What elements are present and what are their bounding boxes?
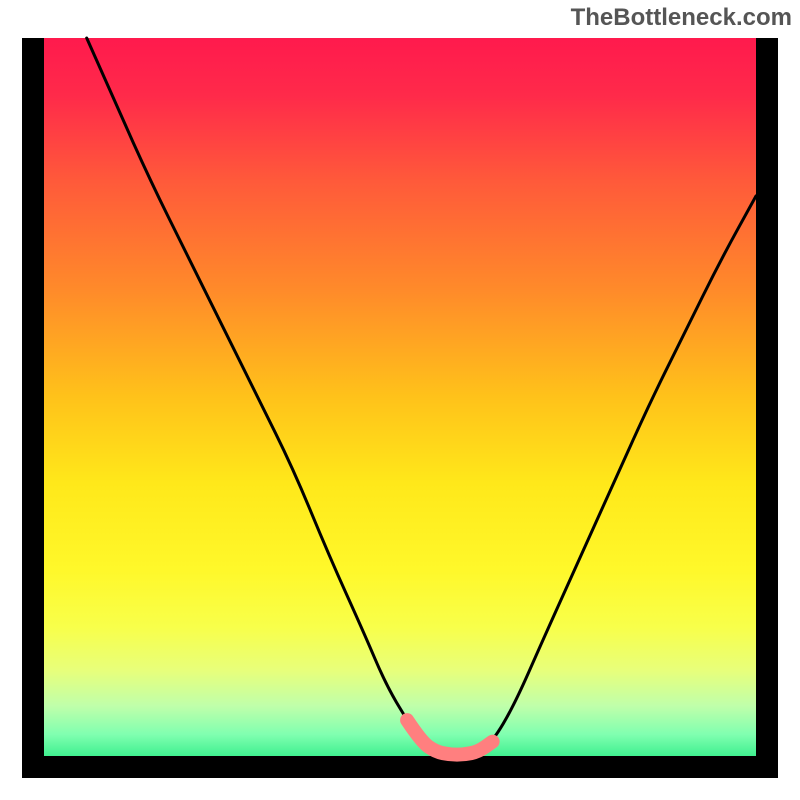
plot-gradient-bg: [44, 38, 756, 756]
frame-left: [22, 38, 44, 778]
watermark-text: TheBottleneck.com: [571, 4, 792, 32]
frame-bottom: [22, 756, 778, 778]
frame-right: [756, 38, 778, 778]
chart-container: TheBottleneck.com: [0, 0, 800, 800]
